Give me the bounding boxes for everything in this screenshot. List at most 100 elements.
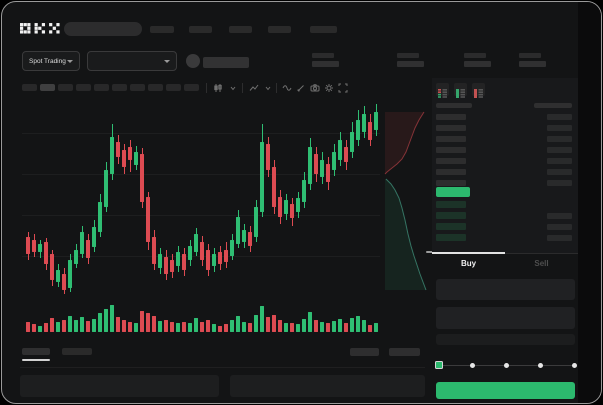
timeframe-button[interactable] xyxy=(94,84,109,91)
timeframe-button[interactable] xyxy=(184,84,199,91)
ob-amount-header xyxy=(534,103,572,108)
volume-bar xyxy=(68,316,72,332)
nav-item-placeholder[interactable] xyxy=(150,26,174,33)
candle-body xyxy=(332,152,336,170)
timeframe-button[interactable] xyxy=(22,84,37,91)
candle-body xyxy=(266,144,270,170)
candle-body xyxy=(74,250,78,264)
ask-price[interactable] xyxy=(436,136,466,142)
candle-body xyxy=(56,270,60,282)
order-book-view-combined-icon[interactable] xyxy=(436,83,449,98)
volume-bar xyxy=(248,323,252,332)
pair-name-placeholder xyxy=(203,57,249,68)
candlestick-chart[interactable] xyxy=(22,102,380,294)
order-book-view-bids-icon[interactable] xyxy=(454,83,467,98)
bid-price[interactable] xyxy=(436,201,466,208)
bid-price[interactable] xyxy=(436,223,466,230)
search-input[interactable] xyxy=(64,22,142,36)
volume-bar xyxy=(218,326,222,332)
chevron-down-icon[interactable] xyxy=(263,83,273,93)
candle-body xyxy=(296,198,300,212)
candle-body xyxy=(200,242,204,260)
slider-step-dot[interactable] xyxy=(572,363,577,368)
candle-body xyxy=(164,257,168,274)
nav-item-placeholder[interactable] xyxy=(189,26,212,33)
timeframe-button[interactable] xyxy=(166,84,181,91)
ask-price[interactable] xyxy=(436,147,466,153)
buy-submit-button[interactable] xyxy=(436,382,575,399)
ask-price[interactable] xyxy=(436,125,466,131)
timeframe-button[interactable] xyxy=(40,84,55,91)
volume-bar xyxy=(260,306,264,332)
ask-amount xyxy=(547,180,572,186)
buy-tab-indicator xyxy=(432,252,505,254)
candle-style-icon[interactable] xyxy=(213,83,223,93)
volume-bar xyxy=(110,305,114,332)
candle-body xyxy=(62,274,66,290)
bid-amount xyxy=(547,224,572,230)
indicators-icon[interactable] xyxy=(249,83,259,93)
divider xyxy=(20,367,425,368)
ask-price[interactable] xyxy=(436,180,466,186)
last-price-badge[interactable] xyxy=(436,187,470,197)
candle-body xyxy=(140,154,144,202)
chart-bottom-tab-active[interactable] xyxy=(22,348,50,355)
draw-pencil-icon[interactable] xyxy=(296,83,306,93)
chart-footer-button[interactable] xyxy=(350,348,379,356)
order-book-view-asks-icon[interactable] xyxy=(472,83,485,98)
ask-price[interactable] xyxy=(436,114,466,120)
chevron-down-icon[interactable] xyxy=(228,83,238,93)
slider-handle[interactable] xyxy=(435,361,443,369)
volume-bar xyxy=(224,324,228,332)
slider-step-dot[interactable] xyxy=(538,363,543,368)
ticker-stat-value xyxy=(464,61,491,67)
volume-bar xyxy=(74,320,78,332)
chart-footer-button[interactable] xyxy=(389,348,420,356)
timeframe-button[interactable] xyxy=(58,84,73,91)
price-input-field[interactable] xyxy=(436,279,575,300)
candle-body xyxy=(356,120,360,140)
market-type-dropdown[interactable]: Spot Trading xyxy=(22,51,80,71)
candle-body xyxy=(344,147,348,162)
bid-price[interactable] xyxy=(436,212,466,219)
volume-bar xyxy=(338,319,342,332)
volume-bar xyxy=(254,315,258,332)
timeframe-button[interactable] xyxy=(76,84,91,91)
ask-amount xyxy=(547,158,572,164)
volume-bar xyxy=(92,319,96,332)
nav-item-placeholder[interactable] xyxy=(229,26,252,33)
candle-body xyxy=(206,250,210,270)
volume-bar xyxy=(86,321,90,332)
pair-selector-dropdown[interactable] xyxy=(87,51,177,71)
nav-item-placeholder[interactable] xyxy=(310,26,337,33)
timeframe-button[interactable] xyxy=(148,84,163,91)
candle-body xyxy=(32,240,36,252)
ask-price[interactable] xyxy=(436,169,466,175)
slider-step-dot[interactable] xyxy=(504,363,509,368)
timeframe-button[interactable] xyxy=(112,84,127,91)
bid-price[interactable] xyxy=(436,234,466,241)
candle-body xyxy=(290,204,294,218)
tab-sell[interactable]: Sell xyxy=(534,258,549,268)
depth-asks-area xyxy=(385,112,424,174)
candle-body xyxy=(212,254,216,266)
gridline xyxy=(22,133,380,134)
candle-body xyxy=(278,197,282,217)
volume-bar xyxy=(314,320,318,332)
volume-bar xyxy=(326,323,330,332)
volume-bar xyxy=(158,321,162,332)
amount-input-field[interactable] xyxy=(436,307,575,329)
settings-gear-icon[interactable] xyxy=(324,83,334,93)
ask-price[interactable] xyxy=(436,158,466,164)
slider-step-dot[interactable] xyxy=(470,363,475,368)
candle-body xyxy=(122,150,126,167)
wave-line-icon[interactable] xyxy=(282,83,292,93)
camera-icon[interactable] xyxy=(310,83,320,93)
tab-buy[interactable]: Buy xyxy=(460,258,477,268)
chart-bottom-tab[interactable] xyxy=(62,348,92,355)
nav-item-placeholder[interactable] xyxy=(268,26,291,33)
total-field[interactable] xyxy=(436,334,575,345)
volume-bar xyxy=(230,320,234,332)
timeframe-button[interactable] xyxy=(130,84,145,91)
fullscreen-icon[interactable] xyxy=(338,83,348,93)
